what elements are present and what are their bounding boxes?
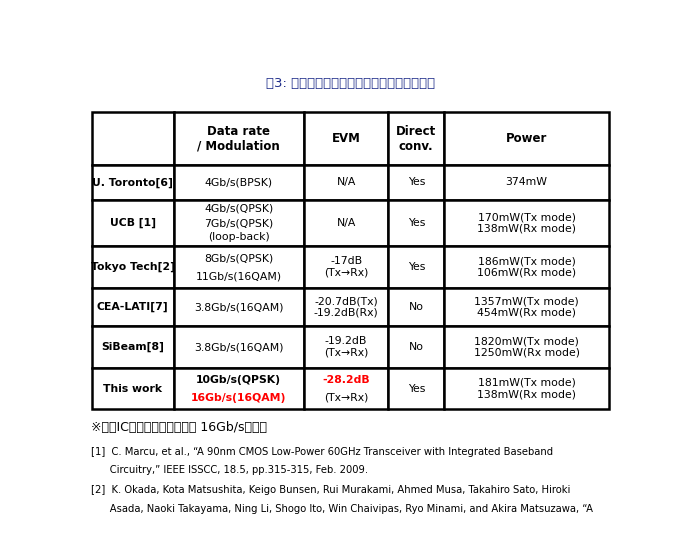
Bar	[174, 112, 304, 165]
Text: Yes: Yes	[408, 384, 425, 393]
Text: 7Gb/s(QPSK): 7Gb/s(QPSK)	[204, 218, 274, 228]
Bar	[444, 200, 609, 246]
Bar	[389, 327, 444, 368]
Bar	[389, 112, 444, 165]
Bar	[389, 246, 444, 288]
Bar	[92, 327, 174, 368]
Text: N/A: N/A	[337, 178, 356, 187]
Bar	[174, 368, 304, 409]
Text: ※無線ICとして世界最高速の 16Gb/sを実現: ※無線ICとして世界最高速の 16Gb/sを実現	[91, 421, 267, 434]
Text: 8Gb/s(QPSK): 8Gb/s(QPSK)	[204, 253, 274, 263]
Text: UCB [1]: UCB [1]	[109, 218, 156, 228]
Text: 181mW(Tx mode)
138mW(Rx mode): 181mW(Tx mode) 138mW(Rx mode)	[477, 378, 576, 399]
Text: No: No	[409, 302, 424, 312]
Text: Circuitry,” IEEE ISSCC, 18.5, pp.315-315, Feb. 2009.: Circuitry,” IEEE ISSCC, 18.5, pp.315-315…	[91, 465, 368, 475]
Bar	[444, 288, 609, 327]
Bar	[389, 200, 444, 246]
Text: No: No	[409, 342, 424, 352]
Text: [2]  K. Okada, Kota Matsushita, Keigo Bunsen, Rui Murakami, Ahmed Musa, Takahiro: [2] K. Okada, Kota Matsushita, Keigo Bun…	[91, 485, 570, 495]
Bar	[174, 327, 304, 368]
Bar	[444, 327, 609, 368]
Text: 1357mW(Tx mode)
454mW(Rx mode): 1357mW(Tx mode) 454mW(Rx mode)	[474, 296, 579, 318]
Bar	[304, 288, 389, 327]
Text: U. Toronto[6]: U. Toronto[6]	[92, 178, 173, 188]
Text: 3.8Gb/s(16QAM): 3.8Gb/s(16QAM)	[194, 342, 284, 352]
Bar	[389, 288, 444, 327]
Bar	[174, 165, 304, 200]
Text: Yes: Yes	[408, 218, 425, 228]
Text: Yes: Yes	[408, 262, 425, 272]
Text: 374mW: 374mW	[505, 178, 548, 187]
Text: -19.2dB
(Tx→Rx): -19.2dB (Tx→Rx)	[324, 336, 369, 358]
Bar	[304, 200, 389, 246]
Text: Tokyo Tech[2]: Tokyo Tech[2]	[91, 262, 174, 272]
Text: 1820mW(Tx mode)
1250mW(Rx mode): 1820mW(Tx mode) 1250mW(Rx mode)	[474, 336, 580, 358]
Text: 4Gb/s(QPSK): 4Gb/s(QPSK)	[204, 204, 274, 214]
Bar	[174, 200, 304, 246]
Bar	[92, 246, 174, 288]
Bar	[304, 112, 389, 165]
Text: This work: This work	[103, 384, 162, 393]
Text: 3.8Gb/s(16QAM): 3.8Gb/s(16QAM)	[194, 302, 284, 312]
Text: Data rate
/ Modulation: Data rate / Modulation	[198, 125, 280, 153]
Bar	[304, 165, 389, 200]
Bar	[444, 246, 609, 288]
Bar	[444, 165, 609, 200]
Text: CEA-LATI[7]: CEA-LATI[7]	[97, 302, 168, 312]
Text: 10Gb/s(QPSK): 10Gb/s(QPSK)	[196, 374, 281, 385]
Bar	[444, 368, 609, 409]
Text: Power: Power	[506, 132, 547, 145]
Text: 186mW(Tx mode)
106mW(Rx mode): 186mW(Tx mode) 106mW(Rx mode)	[477, 256, 577, 278]
Bar	[92, 288, 174, 327]
Text: 16Gb/s(16QAM): 16Gb/s(16QAM)	[191, 393, 287, 402]
Bar	[92, 368, 174, 409]
Text: EVM: EVM	[332, 132, 360, 145]
Text: Direct
conv.: Direct conv.	[396, 125, 436, 153]
Text: Yes: Yes	[408, 178, 425, 187]
Bar	[304, 246, 389, 288]
Bar	[174, 246, 304, 288]
Text: 11Gb/s(16QAM): 11Gb/s(16QAM)	[196, 271, 282, 281]
Bar	[304, 327, 389, 368]
Bar	[389, 368, 444, 409]
Bar	[174, 288, 304, 327]
Text: 表3: 従来報告のあったミリ波帯無線機の比較: 表3: 従来報告のあったミリ波帯無線機の比較	[266, 77, 435, 90]
Text: -28.2dB: -28.2dB	[322, 374, 370, 385]
Text: SiBeam[8]: SiBeam[8]	[101, 342, 164, 352]
Bar	[92, 200, 174, 246]
Text: -20.7dB(Tx)
-19.2dB(Rx): -20.7dB(Tx) -19.2dB(Rx)	[314, 296, 378, 318]
Bar	[92, 165, 174, 200]
Bar	[92, 112, 174, 165]
Text: [1]  C. Marcu, et al., “A 90nm CMOS Low-Power 60GHz Transceiver with Integrated : [1] C. Marcu, et al., “A 90nm CMOS Low-P…	[91, 447, 553, 457]
Text: N/A: N/A	[337, 218, 356, 228]
Bar	[304, 368, 389, 409]
Text: 4Gb/s(BPSK): 4Gb/s(BPSK)	[205, 178, 273, 187]
Text: -17dB
(Tx→Rx): -17dB (Tx→Rx)	[324, 256, 369, 278]
Bar	[444, 112, 609, 165]
Text: (Tx→Rx): (Tx→Rx)	[324, 393, 369, 402]
Text: Asada, Naoki Takayama, Ning Li, Shogo Ito, Win Chaivipas, Ryo Minami, and Akira : Asada, Naoki Takayama, Ning Li, Shogo It…	[91, 504, 593, 514]
Text: (loop-back): (loop-back)	[208, 232, 269, 242]
Bar	[389, 165, 444, 200]
Text: 170mW(Tx mode)
138mW(Rx mode): 170mW(Tx mode) 138mW(Rx mode)	[477, 212, 576, 234]
